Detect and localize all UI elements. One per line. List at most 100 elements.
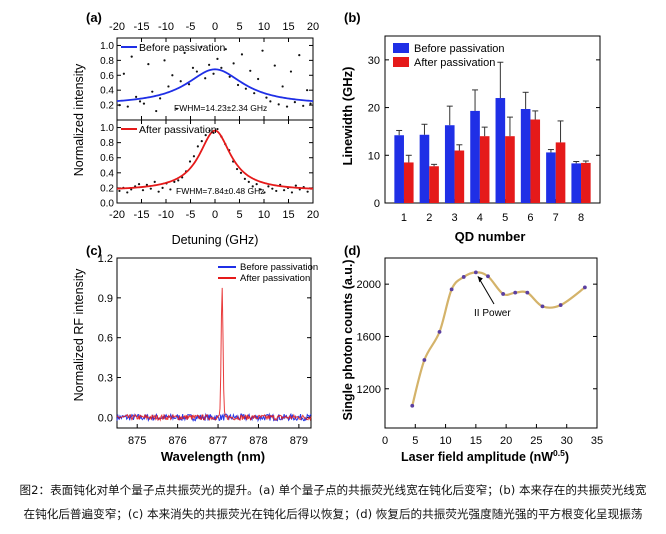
bar-before — [419, 134, 430, 203]
data-point — [243, 177, 246, 180]
data-point — [232, 62, 235, 65]
x-tick-label: 875 — [128, 435, 146, 447]
panel-c-ylabel: Normalized RF intensity — [72, 268, 86, 401]
data-point — [149, 187, 152, 190]
data-point — [159, 97, 162, 100]
y-tick-label: 0.0 — [98, 412, 113, 424]
data-point — [293, 101, 296, 104]
data-point — [306, 190, 309, 193]
data-point — [135, 95, 138, 98]
data-point — [155, 109, 158, 113]
bar-after — [581, 162, 591, 203]
data-point — [422, 358, 427, 362]
data-point — [267, 185, 270, 188]
x-tick-label: 5 — [502, 212, 508, 224]
x-tick-label-bottom: 15 — [282, 209, 294, 221]
x-tick-label: 878 — [249, 435, 267, 447]
data-point — [196, 145, 199, 148]
x-tick-label: 2 — [426, 212, 432, 224]
x-tick-label: 876 — [168, 435, 186, 447]
x-tick-label-bottom: -15 — [134, 209, 150, 221]
x-tick-label: 10 — [439, 435, 451, 447]
data-point — [191, 66, 195, 69]
data-point — [281, 85, 284, 88]
x-tick-label-top: 0 — [212, 21, 218, 33]
data-point — [142, 102, 146, 105]
panel-c-plot: 0.0 0.3 0.6 0.9 1.2 875 876 877 878 879 Before pas… — [98, 253, 318, 447]
data-point — [145, 183, 148, 186]
data-point — [216, 57, 219, 60]
data-point — [157, 190, 160, 193]
panel-a-bottom-plot: 0.0 0.2 0.4 0.6 0.8 1.0 After passivation FWHM=… — [100, 119, 319, 221]
data-point — [249, 69, 252, 72]
data-point — [235, 167, 239, 171]
x-tick-label-top: 10 — [258, 21, 270, 33]
panel-c-xlabel: Wavelength (nm) — [161, 449, 265, 464]
data-point — [558, 303, 563, 307]
fwhm-annotation: FWHM=7.84±0.48 GHz — [176, 186, 265, 196]
data-point — [224, 48, 227, 51]
data-point — [236, 83, 240, 87]
legend-label: After passivation — [139, 124, 217, 136]
y-tick-label: 0.2 — [100, 183, 114, 194]
y-tick-label: 0 — [374, 198, 380, 210]
y-tick-label: 0.6 — [100, 71, 114, 82]
data-point — [253, 92, 256, 95]
y-tick-label: 0.6 — [100, 153, 114, 164]
data-point — [461, 275, 466, 279]
data-point — [289, 70, 293, 73]
x-tick-label-bottom: 5 — [236, 209, 242, 221]
x-tick-label-top: -10 — [158, 21, 174, 33]
data-point — [169, 188, 172, 191]
data-point — [251, 185, 254, 188]
x-tick-label: 5 — [412, 435, 418, 447]
x-tick-label-top: 15 — [282, 21, 294, 33]
data-point — [265, 96, 268, 99]
data-point — [582, 285, 587, 290]
data-point — [187, 83, 191, 86]
arrow-head — [477, 276, 483, 283]
data-point — [239, 171, 243, 174]
data-point — [195, 70, 198, 73]
data-point — [130, 55, 133, 58]
data-point — [204, 77, 207, 80]
data-point — [540, 304, 545, 309]
data-point — [247, 180, 250, 183]
trend-curve — [411, 271, 586, 407]
x-tick-label-top: -20 — [109, 21, 125, 33]
data-point — [282, 189, 286, 192]
data-point — [122, 72, 125, 75]
data-point — [161, 186, 164, 190]
data-point — [309, 102, 312, 105]
data-point — [290, 191, 294, 194]
data-point — [449, 287, 454, 292]
panel-a-label: (a) — [86, 10, 102, 25]
bar-before — [495, 98, 506, 203]
legend-label: After passivation — [240, 273, 310, 284]
bar-before — [546, 152, 556, 203]
data-point — [137, 183, 141, 186]
x-tick-label: 3 — [451, 212, 457, 224]
fwhm-annotation: FWHM=14.23±2.34 GHz — [174, 103, 267, 113]
data-point — [200, 140, 203, 143]
panel-a-top-plot: 0.2 0.4 0.6 0.8 1.0 Before passivation FWHM=14… — [100, 21, 319, 121]
bar-after — [555, 142, 566, 203]
fit-curve — [116, 129, 314, 190]
x-tick-label: 877 — [209, 435, 227, 447]
bar-before — [470, 110, 480, 203]
data-point — [171, 74, 174, 77]
x-tick-label-bottom: -5 — [186, 209, 196, 221]
y-tick-label: 0.6 — [98, 333, 113, 345]
data-point — [525, 290, 530, 295]
data-point — [240, 53, 244, 56]
panel-d-xlabel-main: Laser field amplitude (nW — [401, 450, 553, 464]
bar-after — [429, 166, 439, 203]
y-tick-label: 20 — [368, 103, 380, 115]
x-tick-label-top: 20 — [307, 21, 319, 33]
y-tick-label: 0.4 — [100, 86, 114, 97]
data-point — [263, 191, 266, 194]
data-point — [473, 270, 478, 275]
x-tick-label: 35 — [591, 435, 603, 447]
panel-b-plot: 0 10 20 30 1 2 3 4 5 6 7 8 Before passivation After p… — [368, 35, 601, 224]
panel-d-ylabel: Single photon counts (a.u.) — [341, 259, 355, 420]
